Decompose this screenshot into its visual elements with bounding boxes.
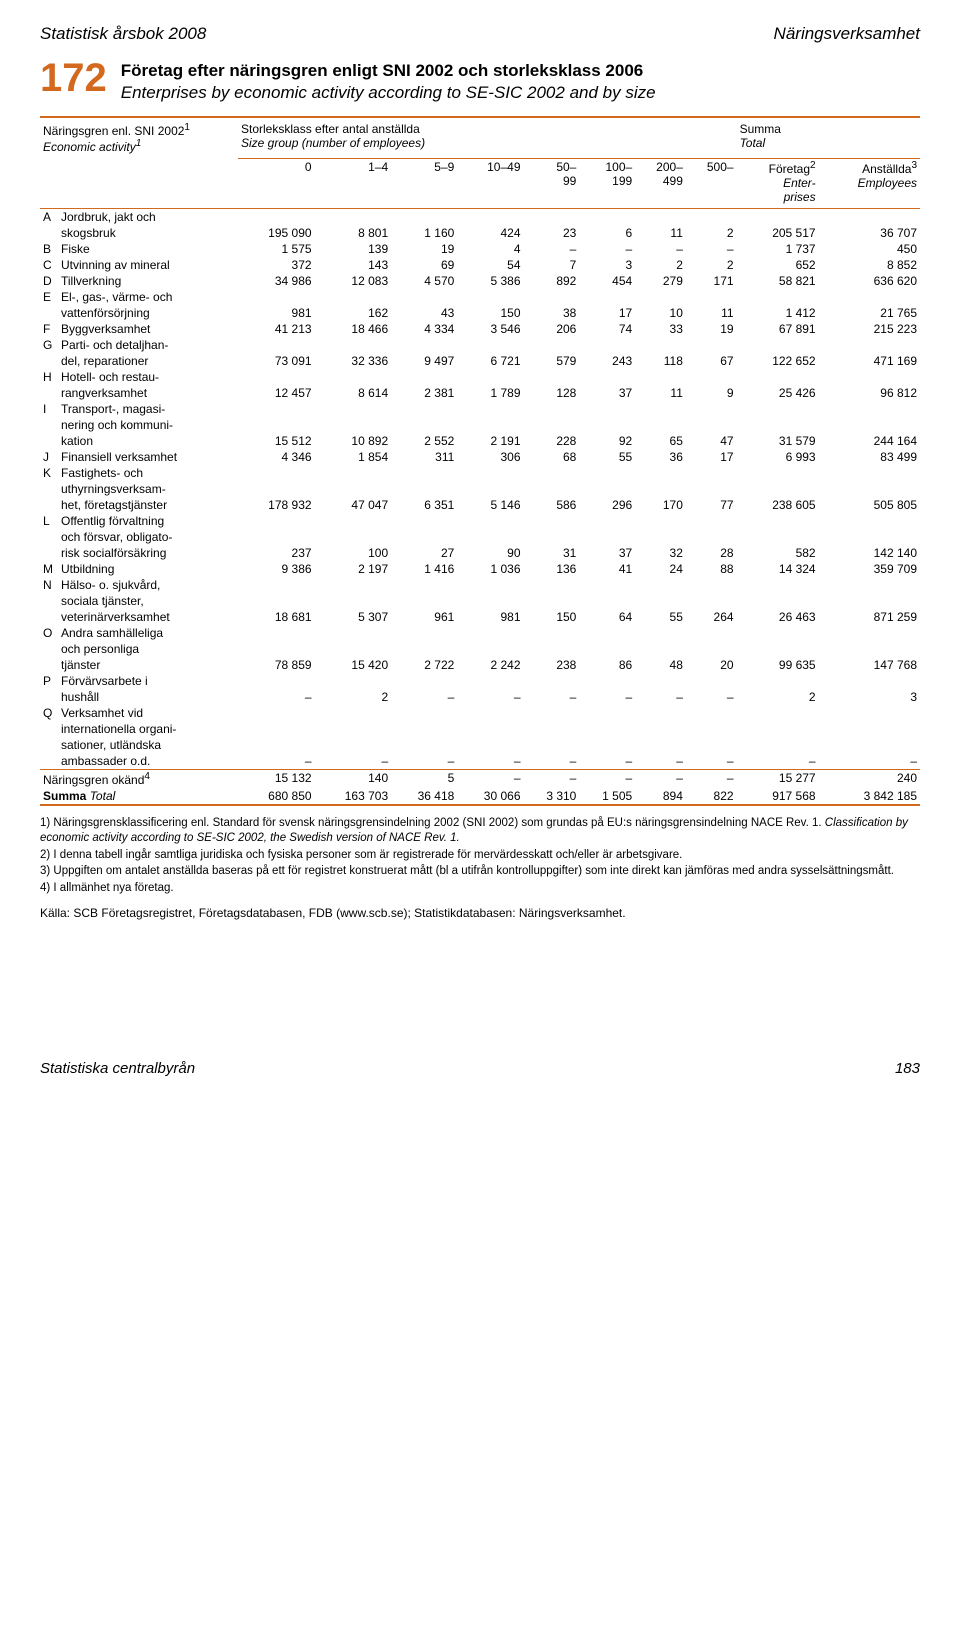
table-row: sociala tjänster, [40,593,920,609]
table-row: veterinärverksamhet18 6815 3079619811506… [40,609,920,625]
table-row: skogsbruk195 0908 8011 160424236112205 5… [40,225,920,241]
page-header: Statistisk årsbok 2008 Näringsverksamhet [40,24,920,44]
table-row: MUtbildning9 3862 1971 4161 036136412488… [40,561,920,577]
table-row: JFinansiell verksamhet4 3461 85431130668… [40,449,920,465]
source-line: Källa: SCB Företagsregistret, Företagsda… [40,906,920,920]
table-row: vattenförsörjning98116243150381710111 41… [40,305,920,321]
th-storlek: Storleksklass efter antal anställda [241,122,420,136]
th-size-0: 0 [238,159,315,209]
footnotes: 1) Näringsgrensklassificering enl. Stand… [40,816,920,897]
table-row: uthyrningsverksam- [40,481,920,497]
table-row: del, reparationer73 09132 3369 4976 7215… [40,353,920,369]
title-swedish: Företag efter näringsgren enligt SNI 200… [121,60,920,82]
th-anstallda: Anställda3Employees [819,159,920,209]
data-table: Näringsgren enl. SNI 20021 Economic acti… [40,116,920,806]
table-row: risk socialförsäkring2371002790313732285… [40,545,920,561]
table-row: DTillverkning34 98612 0834 5705 38689245… [40,273,920,289]
table-row: het, företagstjänster178 93247 0476 3515… [40,497,920,513]
header-left: Statistisk årsbok 2008 [40,24,206,44]
footer-right: 183 [895,1060,920,1077]
table-row: LOffentlig förvaltning [40,513,920,529]
th-size-7: 500– [686,159,737,209]
table-row: och personliga [40,641,920,657]
row-okand: Näringsgren okänd415 1321405–––––15 2772… [40,770,920,788]
th-size-3: 10–49 [457,159,523,209]
footer-left: Statistiska centralbyrån [40,1060,195,1077]
table-row: kation15 51210 8922 5522 19122892654731 … [40,433,920,449]
row-summa: Summa Total680 850163 70336 41830 0663 3… [40,788,920,805]
table-row: AJordbruk, jakt och [40,209,920,225]
table-row: EEl-, gas-, värme- och [40,289,920,305]
title-number: 172 [40,58,107,98]
footnote: 4) I allmänhet nya företag. [40,881,920,897]
table-row: nering och kommuni- [40,417,920,433]
th-size-1: 1–4 [315,159,392,209]
table-row: sationer, utländska [40,737,920,753]
th-size-5: 100–199 [579,159,635,209]
footnote: 1) Näringsgrensklassificering enl. Stand… [40,816,920,847]
table-row: CUtvinning av mineral372143695473226528 … [40,257,920,273]
table-row: hushåll–2––––––23 [40,689,920,705]
table-row: och försvar, obligato- [40,529,920,545]
th-naringsgren: Näringsgren enl. SNI 2002 [43,124,184,138]
title-english: Enterprises by economic activity accordi… [121,82,920,104]
table-row: OAndra samhälleliga [40,625,920,641]
table-row: PFörvärvsarbete i [40,673,920,689]
th-summa: Summa [740,122,781,136]
table-row: ITransport-, magasi- [40,401,920,417]
table-row: internationella organi- [40,721,920,737]
th-foretag: Företag2Enter-prises [737,159,819,209]
footnote: 2) I denna tabell ingår samtliga juridis… [40,848,920,864]
table-row: GParti- och detaljhan- [40,337,920,353]
table-row: rangverksamhet12 4578 6142 3811 78912837… [40,385,920,401]
title-block: 172 Företag efter näringsgren enligt SNI… [40,58,920,104]
table-row: QVerksamhet vid [40,705,920,721]
table-row: HHotell- och restau- [40,369,920,385]
footnote: 3) Uppgiften om antalet anställda basera… [40,864,920,880]
table-row: ambassader o.d.–––––––––– [40,753,920,770]
table-row: BFiske1 575139194––––1 737450 [40,241,920,257]
table-row: KFastighets- och [40,465,920,481]
th-size-2: 5–9 [391,159,457,209]
th-size-6: 200–499 [635,159,686,209]
page-footer: Statistiska centralbyrån 183 [40,1060,920,1077]
th-size-4: 50–99 [524,159,580,209]
table-row: FByggverksamhet41 21318 4664 3343 546206… [40,321,920,337]
table-row: NHälso- o. sjukvård, [40,577,920,593]
header-right: Näringsverksamhet [774,24,920,44]
table-row: tjänster78 85915 4202 7222 2422388648209… [40,657,920,673]
